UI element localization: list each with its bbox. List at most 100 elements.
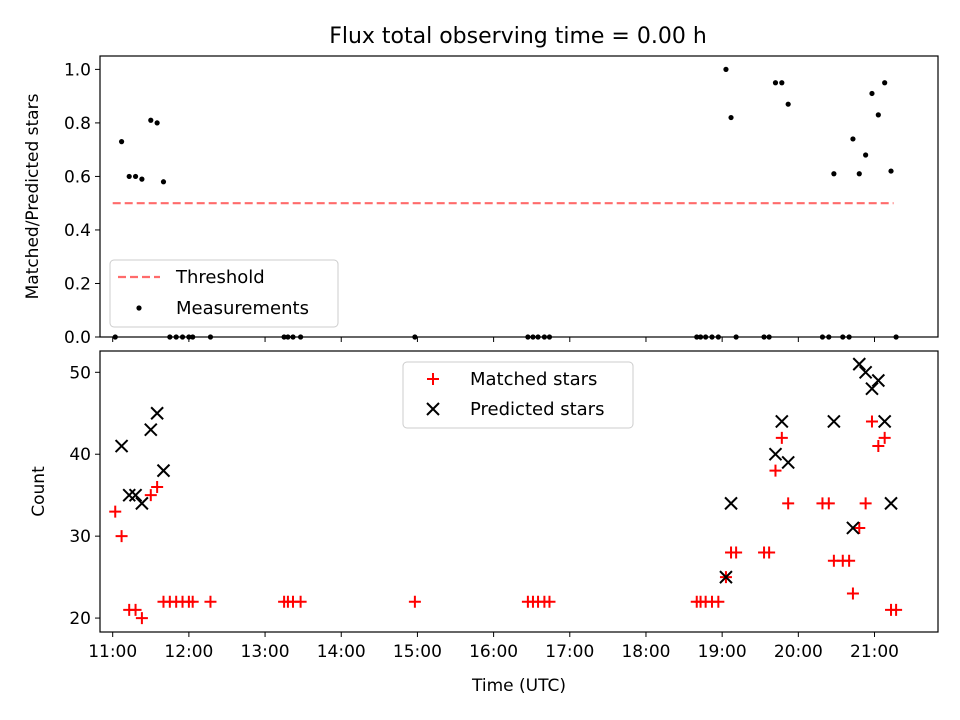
predicted-star-point: [156, 463, 171, 478]
x-tick-label: 18:00: [621, 642, 670, 662]
matched-star-point: [408, 595, 421, 608]
predicted-star-point: [871, 373, 886, 388]
measurement-point: [132, 173, 139, 180]
measurements-legend-label: Measurements: [176, 298, 309, 319]
measurement-point: [728, 114, 734, 121]
matched-star-point: [769, 464, 782, 477]
matched-star-point: [763, 546, 776, 559]
matched-star-point: [144, 489, 157, 502]
predicted-star-point: [128, 488, 143, 502]
bottom-y-axis-label: Count: [29, 466, 49, 517]
matched-legend-label: Matched stars: [470, 369, 597, 390]
top-y-tick-label: 0.4: [64, 221, 91, 241]
measurement-point: [831, 171, 837, 177]
matched-star-point: [853, 521, 866, 534]
bottom-y-tick-label: 50: [69, 363, 91, 383]
matched-star-point: [846, 587, 859, 600]
matched-star-point: [730, 546, 743, 559]
matched-star-point: [115, 530, 128, 543]
measurement-point: [850, 136, 856, 142]
predicted-star-point: [775, 414, 789, 429]
bottom-y-tick-label: 30: [69, 527, 91, 547]
x-tick-label: 14:00: [317, 642, 366, 662]
matched-star-point: [859, 497, 872, 510]
matched-star-point: [151, 480, 164, 493]
predicted-star-point: [135, 496, 149, 511]
matched-star-point: [543, 595, 556, 608]
measurement-point: [723, 66, 729, 72]
predicted-star-point: [150, 406, 164, 420]
predicted-star-point: [114, 439, 129, 453]
top-legend: Threshold Measurements: [109, 259, 339, 328]
matched-star-point: [843, 554, 856, 567]
top-plot: 0.0 0.2 0.4 0.6 0.8 1.0 Matched/Predicted sta…: [23, 55, 939, 348]
bottom-data-layer: [109, 357, 903, 625]
matched-star-point: [294, 595, 307, 608]
measurement-point: [154, 120, 160, 126]
matched-star-point: [890, 603, 903, 616]
matched-star-point: [878, 431, 891, 444]
top-y-tick-label: 0.0: [64, 328, 91, 348]
threshold-legend-label: Threshold: [175, 267, 265, 288]
x-tick-label: 13:00: [241, 642, 290, 662]
x-tick-label: 12:00: [164, 642, 213, 662]
measurement-point: [863, 152, 869, 158]
top-y-tick-label: 0.6: [64, 167, 91, 187]
x-tick-label: 20:00: [774, 642, 823, 662]
matched-legend-swatch: [427, 373, 439, 385]
measurement-point: [875, 112, 881, 118]
top-y-axis-label: Matched/Predicted stars: [23, 93, 43, 299]
bottom-y-tick-label: 20: [69, 609, 91, 629]
predicted-star-point: [858, 365, 873, 380]
predicted-legend-swatch: [426, 402, 440, 416]
predicted-star-point: [768, 447, 783, 461]
top-y-tick-label: 0.8: [64, 114, 91, 134]
matched-star-point: [782, 497, 795, 510]
top-plot-frame: [99, 55, 939, 338]
predicted-star-point: [846, 521, 860, 535]
measurement-point: [160, 179, 167, 185]
x-axis-label: Time (UTC): [471, 676, 566, 696]
predicted-star-point: [827, 414, 841, 429]
measurement-point: [856, 171, 862, 177]
x-tick-label: 17:00: [545, 642, 594, 662]
matched-star-point: [775, 431, 788, 444]
bottom-y-tick-label: 40: [69, 445, 91, 465]
matched-star-point: [109, 505, 122, 518]
x-tick-label: 19:00: [698, 642, 747, 662]
matched-star-point: [204, 595, 217, 608]
predicted-star-point: [122, 488, 136, 502]
top-axis-ticks: 0.0 0.2 0.4 0.6 0.8 1.0: [64, 60, 876, 348]
bottom-legend-box: [402, 361, 634, 429]
predicted-star-point: [719, 570, 733, 584]
predicted-star-point: [781, 455, 795, 470]
x-tick-label: 16:00: [469, 642, 518, 662]
matched-star-point: [186, 595, 199, 608]
measurement-point: [785, 101, 791, 107]
matched-star-point: [822, 497, 835, 510]
predicted-star-point: [884, 496, 898, 511]
predicted-legend-label: Predicted stars: [470, 399, 604, 420]
bottom-axis-ticks: 20 30 40 50 11:00 12:00 13:00 14:00 15:00 16:00 17…: [69, 363, 899, 662]
x-tick-label: 15:00: [393, 642, 442, 662]
predicted-star-point: [877, 414, 892, 429]
predicted-star-point: [865, 381, 879, 396]
measurement-point: [772, 80, 779, 86]
measurements-legend-swatch: [136, 305, 142, 311]
top-y-tick-label: 0.2: [64, 274, 91, 294]
bottom-plot: 20 30 40 50 11:00 12:00 13:00 14:00 15:00 16:00 17…: [29, 350, 939, 696]
predicted-star-point: [144, 422, 158, 437]
bottom-legend: Matched stars Predicted stars: [402, 361, 634, 429]
x-tick-label: 21:00: [850, 642, 899, 662]
matched-star-point: [865, 415, 878, 428]
matched-star-point: [872, 440, 885, 453]
x-tick-label: 11:00: [88, 642, 137, 662]
top-y-tick-label: 1.0: [64, 60, 91, 80]
measurement-point: [779, 80, 785, 86]
predicted-star-point: [724, 496, 738, 511]
matched-star-point: [135, 612, 148, 625]
predicted-star-point: [852, 357, 866, 371]
measurement-point: [882, 80, 888, 86]
